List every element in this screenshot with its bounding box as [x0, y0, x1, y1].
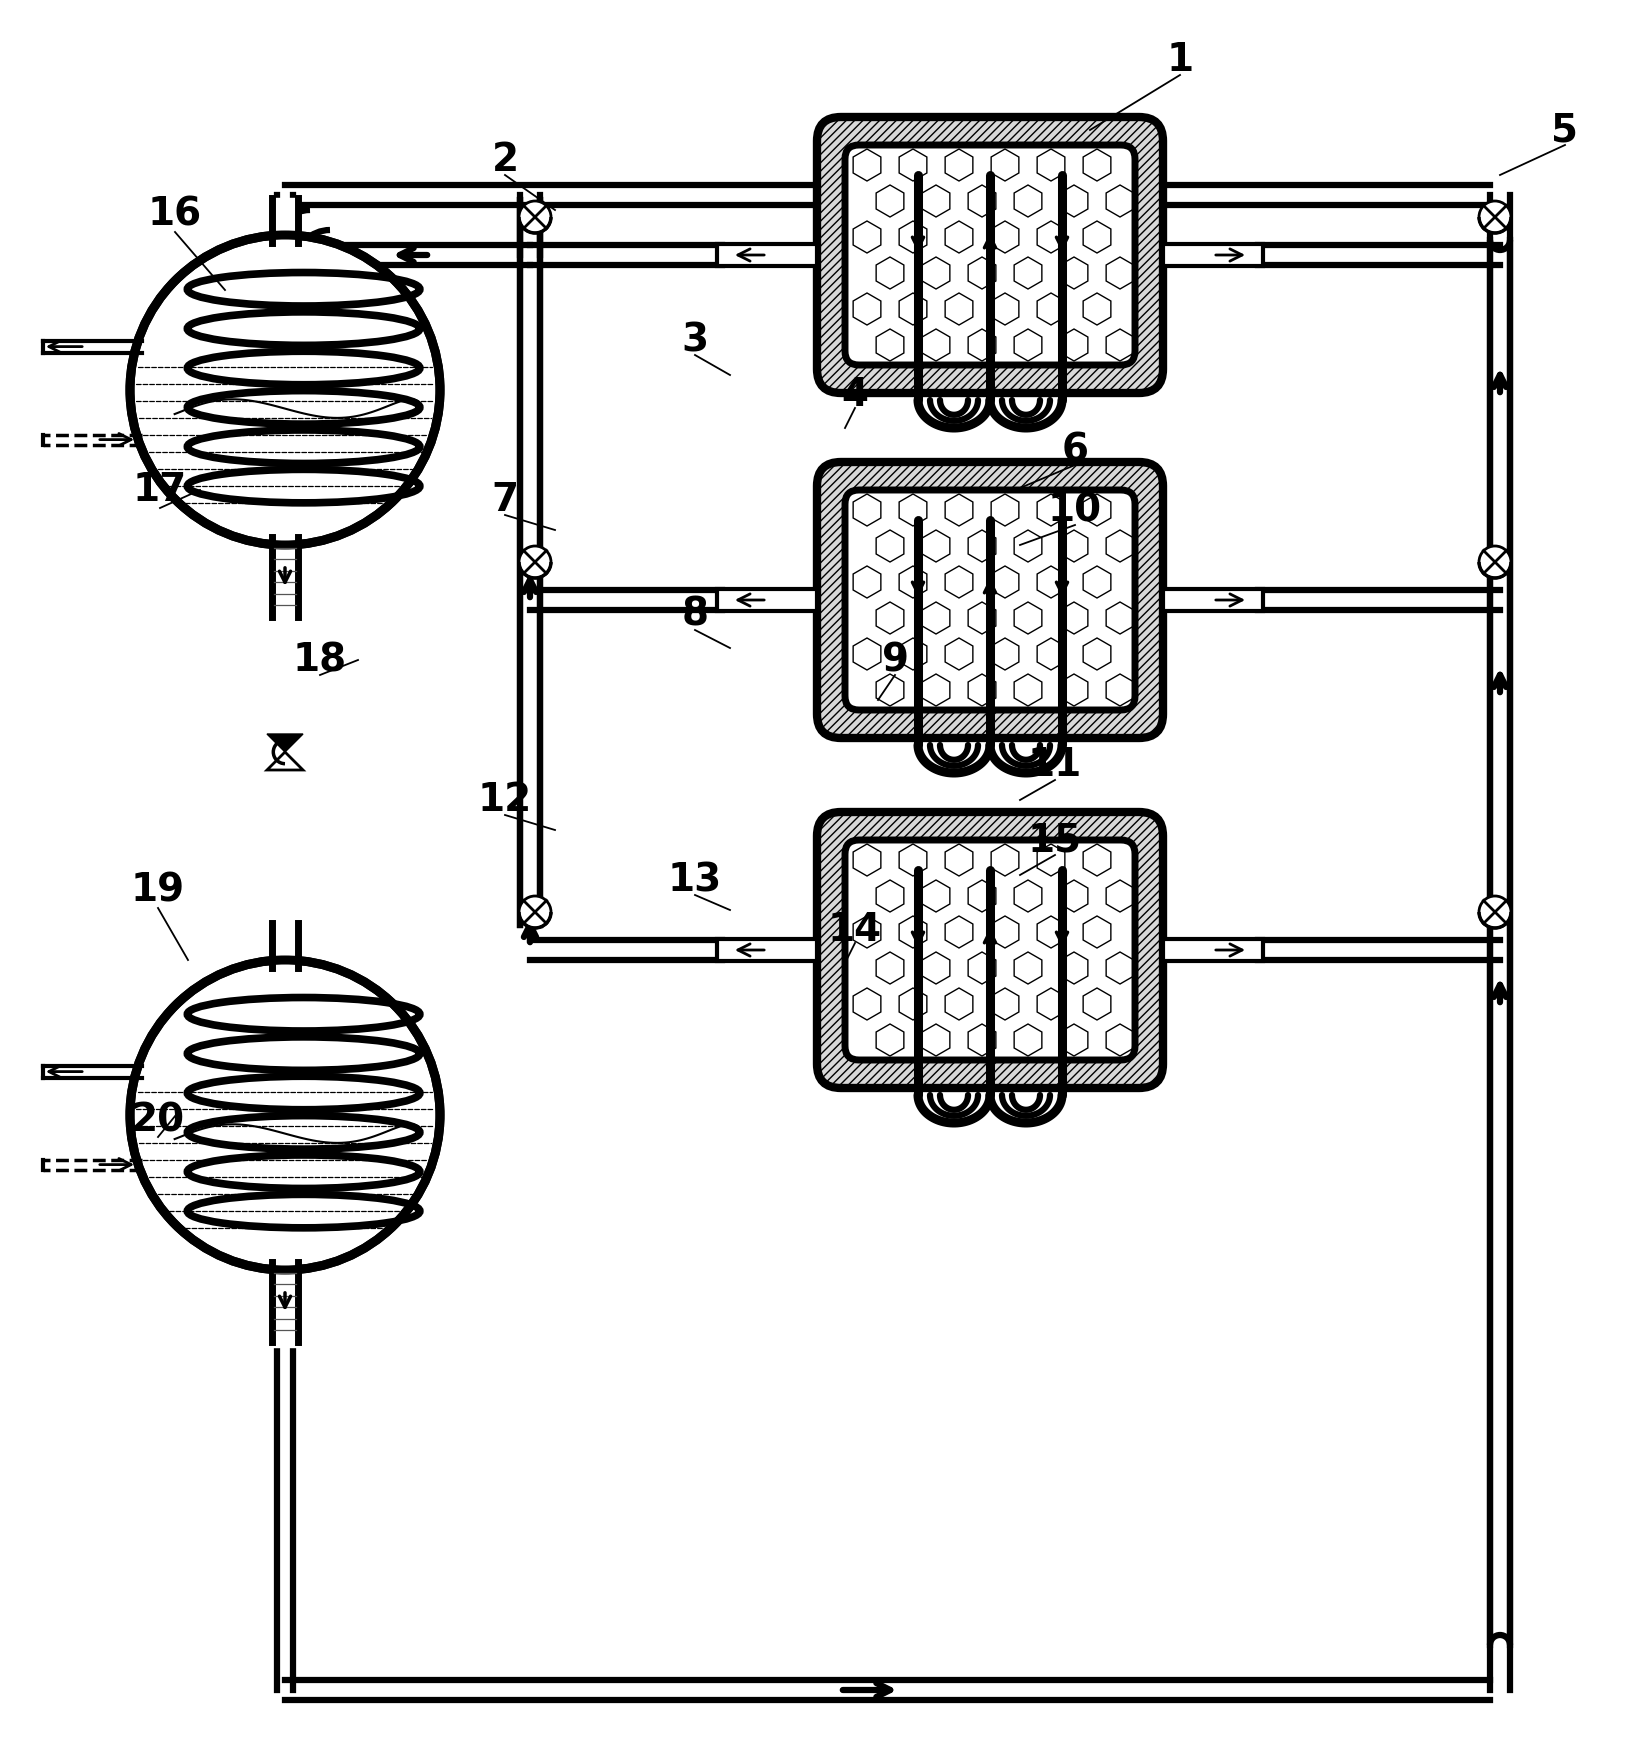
Text: 11: 11 — [1027, 746, 1083, 784]
Text: 8: 8 — [682, 595, 708, 634]
Bar — [716, 244, 817, 265]
Circle shape — [1478, 896, 1511, 929]
Text: 2: 2 — [492, 141, 519, 180]
FancyBboxPatch shape — [845, 491, 1135, 711]
Bar — [1162, 244, 1263, 265]
Text: 9: 9 — [881, 641, 908, 679]
Text: 6: 6 — [1061, 431, 1089, 470]
Bar — [272, 1262, 298, 1346]
Circle shape — [130, 236, 440, 545]
FancyBboxPatch shape — [845, 145, 1135, 365]
Text: 19: 19 — [130, 871, 186, 910]
Polygon shape — [267, 753, 303, 770]
Circle shape — [1478, 201, 1511, 232]
Text: 7: 7 — [492, 480, 519, 519]
Text: 15: 15 — [1027, 821, 1083, 859]
Text: 17: 17 — [133, 471, 187, 510]
Text: 16: 16 — [148, 196, 202, 234]
Text: 14: 14 — [829, 911, 882, 950]
Bar — [272, 538, 298, 622]
Text: 20: 20 — [130, 1102, 186, 1138]
Polygon shape — [267, 733, 303, 753]
Circle shape — [519, 896, 550, 929]
Bar — [1162, 939, 1263, 960]
Text: 12: 12 — [479, 780, 532, 819]
Bar — [716, 939, 817, 960]
Bar — [272, 924, 298, 967]
Text: 3: 3 — [682, 321, 708, 360]
Text: 4: 4 — [842, 375, 868, 414]
Bar — [1162, 588, 1263, 611]
Circle shape — [519, 201, 550, 232]
Text: 13: 13 — [667, 861, 723, 899]
Bar — [272, 197, 298, 243]
Text: 5: 5 — [1551, 112, 1579, 148]
Text: 10: 10 — [1048, 491, 1102, 529]
Bar — [716, 588, 817, 611]
Text: 1: 1 — [1166, 40, 1193, 79]
FancyBboxPatch shape — [817, 463, 1162, 739]
Circle shape — [1478, 546, 1511, 578]
Text: 18: 18 — [293, 641, 347, 679]
FancyBboxPatch shape — [817, 812, 1162, 1088]
FancyBboxPatch shape — [845, 840, 1135, 1060]
FancyBboxPatch shape — [817, 117, 1162, 393]
Circle shape — [130, 960, 440, 1269]
Circle shape — [519, 546, 550, 578]
